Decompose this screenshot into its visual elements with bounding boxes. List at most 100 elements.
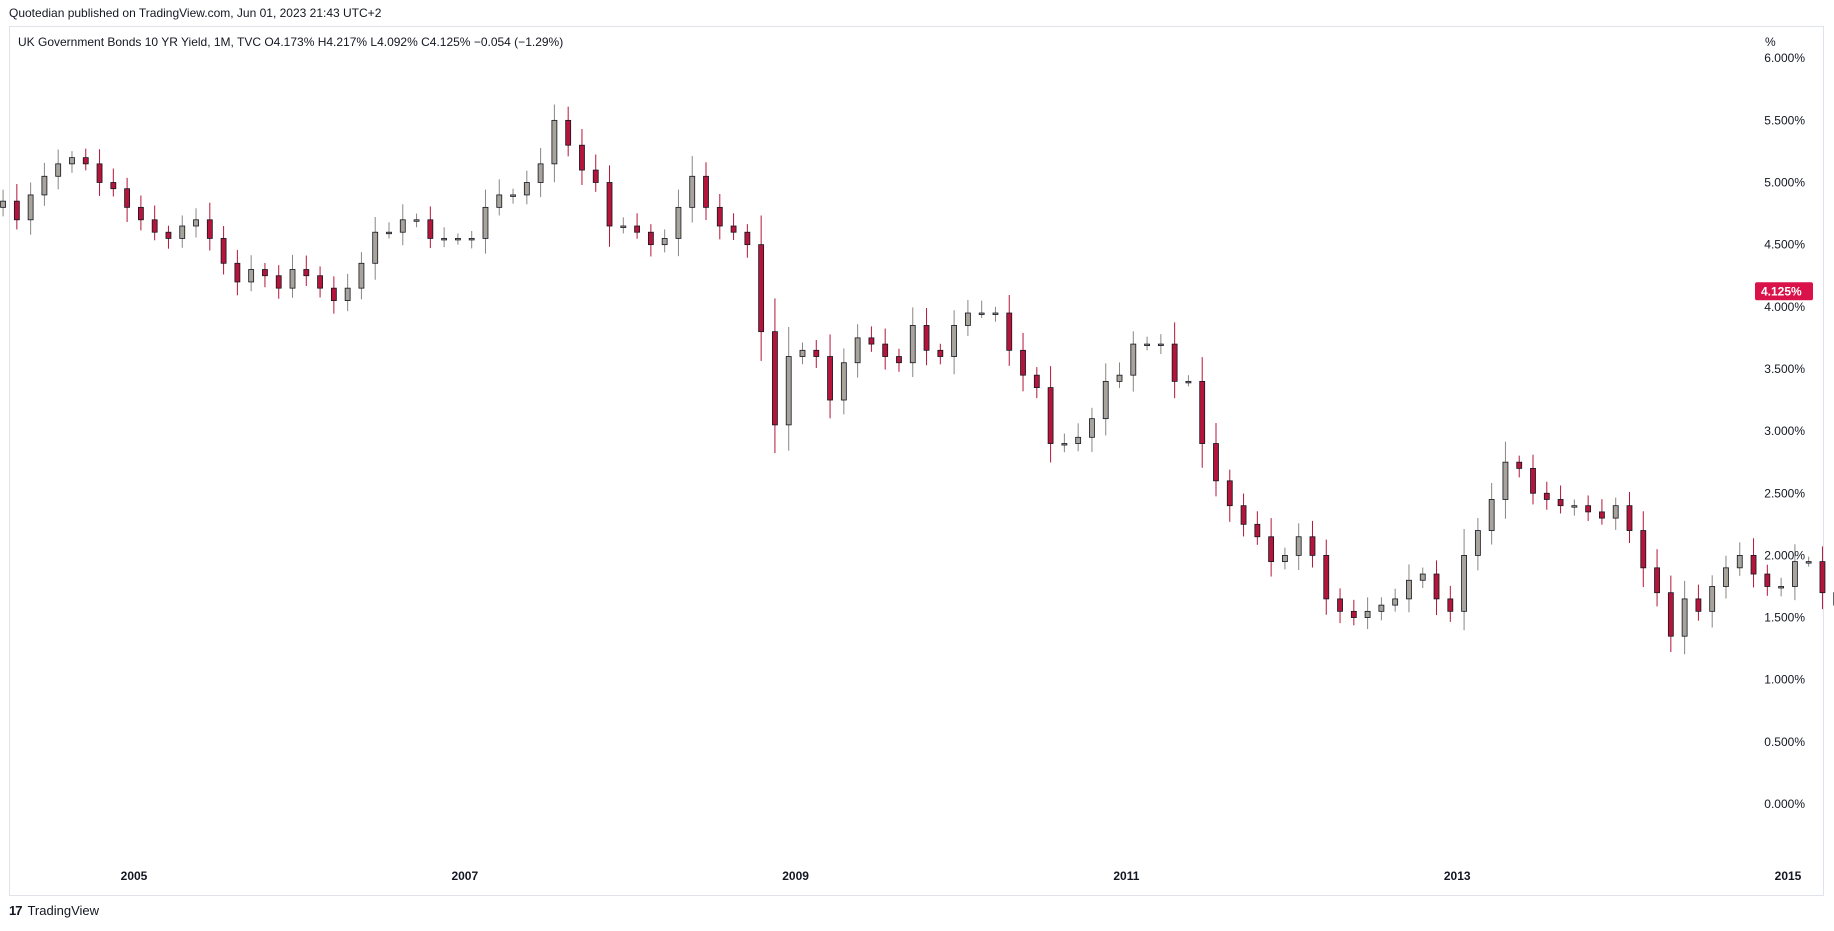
candle xyxy=(27,182,34,235)
tradingview-logo[interactable]: 17 TradingView xyxy=(9,903,99,918)
candle xyxy=(1309,520,1316,568)
candle-body xyxy=(1599,511,1605,519)
candle xyxy=(55,149,62,190)
candle xyxy=(1130,331,1137,392)
candle-body xyxy=(303,269,310,277)
candle-body xyxy=(275,275,282,289)
candle-body xyxy=(923,325,930,351)
candle-body xyxy=(675,206,682,239)
candle-body xyxy=(785,356,792,426)
candle xyxy=(1750,538,1757,588)
candle-body xyxy=(1667,592,1674,637)
candle-body xyxy=(1819,561,1826,594)
candle-body xyxy=(703,175,709,208)
candle xyxy=(1764,564,1771,596)
candle-body xyxy=(482,206,489,239)
candle xyxy=(1295,523,1302,571)
candle xyxy=(1240,493,1247,537)
candle xyxy=(1474,518,1481,571)
candle-body xyxy=(813,349,820,357)
candle xyxy=(455,233,461,245)
candle xyxy=(1571,499,1578,516)
y-axis: 0.000% 0.500% 1.000% 1.500% 2.000% 2.500% 3.00… xyxy=(1764,51,1805,811)
candle-body xyxy=(262,269,268,277)
candle xyxy=(69,151,75,173)
candle-body xyxy=(1116,374,1123,382)
candle-body xyxy=(455,238,461,241)
candle-body xyxy=(124,188,131,208)
x-tick-label: 2005 xyxy=(121,869,148,883)
candle-body xyxy=(1006,312,1013,351)
candle-body xyxy=(937,349,944,357)
candle-body xyxy=(1350,610,1357,618)
x-axis: 2005200720092011201320152017201920212023 xyxy=(121,869,1802,883)
candle xyxy=(1268,518,1275,577)
candle-body xyxy=(96,163,103,183)
candle xyxy=(262,262,268,288)
candle-body xyxy=(69,157,75,165)
candle-body xyxy=(358,262,365,289)
candle xyxy=(1736,542,1743,576)
candle xyxy=(799,342,806,365)
candle xyxy=(1819,546,1826,610)
candle xyxy=(1695,584,1702,621)
candle xyxy=(96,149,103,196)
candle-body xyxy=(13,200,20,221)
candle xyxy=(468,230,475,249)
y-tick-label: 5.000% xyxy=(1764,176,1805,190)
tradingview-brand-text: TradingView xyxy=(27,903,100,918)
candle xyxy=(1392,588,1399,612)
candle-body xyxy=(1323,555,1330,600)
candle-body xyxy=(606,182,613,227)
candle xyxy=(1723,555,1729,599)
candle xyxy=(1282,547,1288,570)
candle-body xyxy=(551,119,558,165)
candle-body xyxy=(220,238,227,264)
candle xyxy=(1709,575,1716,628)
candle-body xyxy=(1075,436,1082,444)
candle xyxy=(978,300,985,318)
candle-body xyxy=(620,225,627,228)
candle-body xyxy=(1130,343,1137,376)
candle xyxy=(1378,597,1385,621)
candle xyxy=(496,179,503,216)
candle-body xyxy=(427,219,434,239)
candle xyxy=(896,348,902,372)
candle-body xyxy=(1488,499,1495,531)
candle xyxy=(1020,332,1026,392)
candle xyxy=(1654,549,1660,607)
candle xyxy=(1185,375,1192,387)
candle-body xyxy=(565,119,572,146)
candle xyxy=(675,189,682,257)
candle xyxy=(1419,567,1426,589)
x-tick-label: 2013 xyxy=(1444,869,1471,883)
candle xyxy=(840,348,847,415)
candle xyxy=(1626,492,1633,543)
candle xyxy=(1075,423,1082,452)
candle-body xyxy=(179,225,186,239)
y-tick-label: 2.500% xyxy=(1764,486,1805,500)
candle-body xyxy=(854,337,861,364)
candle-body xyxy=(661,238,668,246)
candle xyxy=(1089,407,1095,452)
candle xyxy=(1033,367,1040,399)
candle-body xyxy=(1461,555,1467,612)
candle-body xyxy=(1295,536,1302,556)
candle xyxy=(1006,294,1013,366)
candle-body xyxy=(1102,380,1109,420)
candle xyxy=(275,265,282,299)
candle-body xyxy=(1199,380,1206,444)
candle-body xyxy=(1681,598,1688,637)
candle xyxy=(1061,433,1068,453)
candle xyxy=(1530,454,1536,505)
candle-body xyxy=(1750,555,1757,575)
candle xyxy=(661,229,668,253)
x-tick-label: 2011 xyxy=(1113,869,1139,883)
candle-body xyxy=(1406,579,1412,600)
candle-body xyxy=(992,312,999,315)
candle-body xyxy=(1047,387,1054,444)
candle xyxy=(1047,366,1054,463)
candle-body xyxy=(344,287,351,301)
candle xyxy=(234,249,241,296)
